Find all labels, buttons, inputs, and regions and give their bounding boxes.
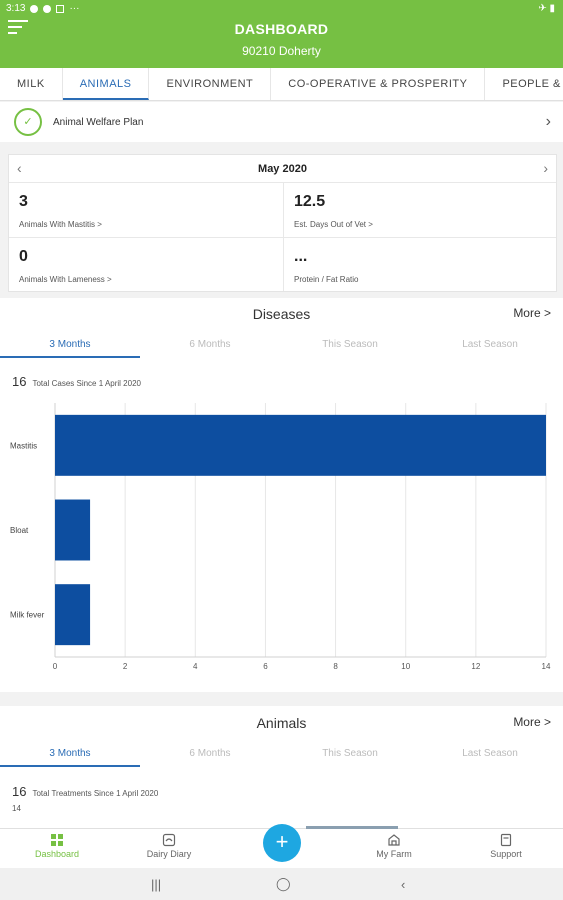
days-out-label: Est. Days Out of Vet >	[294, 220, 373, 229]
tab-cooperative[interactable]: CO-OPERATIVE & PROSPERITY	[271, 68, 486, 100]
document-icon	[500, 833, 512, 847]
x-tick-label: 4	[193, 662, 198, 671]
tab-animals[interactable]: ANIMALS	[62, 68, 150, 100]
mastitis-value: 3	[19, 193, 28, 210]
animals-more-link[interactable]: More >	[513, 715, 551, 729]
page-title: DASHBOARD	[234, 21, 329, 37]
ratio-value: ...	[294, 248, 308, 265]
system-nav-bar: ||| ◯ ‹	[0, 868, 563, 900]
status-right-icons: ✈ ▮	[538, 3, 555, 14]
x-tick-label: 0	[53, 662, 58, 671]
app-status-icon	[43, 4, 52, 13]
animal-welfare-row[interactable]: ✓ Animal Welfare Plan ›	[0, 102, 563, 142]
diseases-section: Diseases More > 3 Months 6 Months This S…	[0, 298, 563, 692]
nav-support[interactable]: Support	[466, 833, 546, 859]
check-circle-icon: ✓	[14, 108, 42, 136]
diseases-total: 16 Total Cases Since 1 April 2020	[12, 374, 141, 389]
image-icon	[56, 4, 65, 13]
days-out-stat[interactable]: 12.5 Est. Days Out of Vet >	[284, 183, 558, 237]
month-label: May 2020	[258, 163, 307, 175]
nav-my-farm[interactable]: My Farm	[354, 833, 434, 859]
animals-total: 16 Total Treatments Since 1 April 2020	[12, 784, 158, 799]
grid-icon	[51, 834, 63, 846]
prev-month-icon[interactable]: ‹	[17, 160, 22, 176]
chevron-right-icon: ›	[545, 113, 551, 130]
period-tab-6-months[interactable]: 6 Months	[189, 748, 231, 759]
scroll-indicator	[306, 826, 398, 829]
tab-milk[interactable]: MILK	[0, 68, 63, 100]
bar	[55, 499, 91, 561]
diseases-title: Diseases	[252, 306, 311, 322]
bar	[55, 584, 91, 646]
x-tick-label: 6	[263, 662, 268, 671]
back-icon[interactable]: ‹	[401, 877, 406, 892]
status-time: 3:13	[6, 3, 26, 14]
lameness-value: 0	[19, 248, 28, 265]
period-tab-this-season[interactable]: This Season	[322, 748, 378, 759]
period-tab-6-months[interactable]: 6 Months	[189, 339, 231, 350]
animals-period-tabs: 3 Months 6 Months This Season Last Seaso…	[0, 741, 563, 767]
diseases-total-label: Total Cases Since 1 April 2020	[32, 379, 141, 388]
mastitis-stat[interactable]: 3 Animals With Mastitis >	[9, 183, 283, 237]
tab-environment[interactable]: ENVIRONMENT	[149, 68, 272, 100]
period-tab-last-season[interactable]: Last Season	[462, 748, 518, 759]
divider	[9, 237, 556, 238]
ratio-label: Protein / Fat Ratio	[294, 275, 359, 284]
days-out-value: 12.5	[294, 193, 326, 210]
farm-name: 90210 Doherty	[242, 44, 321, 58]
animals-axis-top-label: 14	[12, 804, 21, 813]
nav-dashboard[interactable]: Dashboard	[17, 833, 97, 859]
diseases-bar-chart: 0 2 4 6 8 10 12 14 Mastitis Bloat Milk fever	[10, 403, 551, 671]
tab-people[interactable]: PEOPLE & COMM	[485, 68, 563, 100]
diseases-more-link[interactable]: More >	[513, 306, 551, 320]
nav-dashboard-label: Dashboard	[34, 849, 80, 859]
welfare-label: Animal Welfare Plan	[53, 117, 144, 128]
animals-section: Animals More > 3 Months 6 Months This Se…	[0, 706, 563, 828]
animals-title: Animals	[256, 715, 307, 731]
more-dots-icon: ···	[69, 3, 80, 14]
app-header: 3:13 ··· ✈ ▮ DASHBOARD 90210 Doherty	[0, 0, 563, 68]
ratio-stat: ... Protein / Fat Ratio	[284, 238, 558, 292]
status-bar: 3:13 ···	[6, 3, 79, 14]
period-tab-3-months[interactable]: 3 Months	[0, 741, 140, 767]
period-tab-this-season[interactable]: This Season	[322, 339, 378, 350]
x-tick-label: 14	[542, 662, 551, 671]
lameness-label: Animals With Lameness >	[19, 275, 112, 284]
home-icon[interactable]: ◯	[276, 876, 291, 891]
notification-icon	[30, 4, 39, 13]
add-button[interactable]: +	[263, 824, 301, 862]
x-tick-label: 8	[333, 662, 338, 671]
nav-dairy-diary[interactable]: Dairy Diary	[129, 833, 209, 859]
x-tick-label: 2	[123, 662, 128, 671]
farm-icon	[388, 834, 400, 846]
period-tab-last-season[interactable]: Last Season	[462, 339, 518, 350]
category-tabs: MILK ANIMALS ENVIRONMENT CO-OPERATIVE & …	[0, 68, 563, 101]
y-category-label: Bloat	[10, 526, 29, 535]
menu-icon[interactable]	[8, 20, 28, 34]
y-category-label: Mastitis	[10, 441, 37, 450]
x-tick-label: 12	[471, 662, 480, 671]
bar	[55, 414, 546, 476]
x-tick-label: 10	[401, 662, 410, 671]
y-category-label: Milk fever	[10, 611, 45, 620]
nav-dairy-diary-label: Dairy Diary	[146, 849, 192, 859]
diary-icon	[162, 833, 176, 847]
animals-total-label: Total Treatments Since 1 April 2020	[32, 789, 159, 798]
period-tab-3-months[interactable]: 3 Months	[0, 332, 140, 358]
mastitis-label: Animals With Mastitis >	[19, 220, 102, 229]
nav-support-label: Support	[490, 849, 522, 859]
diseases-total-value: 16	[12, 374, 27, 389]
lameness-stat[interactable]: 0 Animals With Lameness >	[9, 238, 283, 292]
diseases-period-tabs: 3 Months 6 Months This Season Last Seaso…	[0, 332, 563, 358]
stats-card: ‹ May 2020 › 3 Animals With Mastitis > 1…	[8, 154, 557, 292]
month-selector: ‹ May 2020 ›	[9, 155, 556, 183]
next-month-icon[interactable]: ›	[543, 160, 548, 176]
animals-total-value: 16	[12, 784, 27, 799]
recent-apps-icon[interactable]: |||	[151, 877, 162, 892]
nav-my-farm-label: My Farm	[376, 849, 412, 859]
